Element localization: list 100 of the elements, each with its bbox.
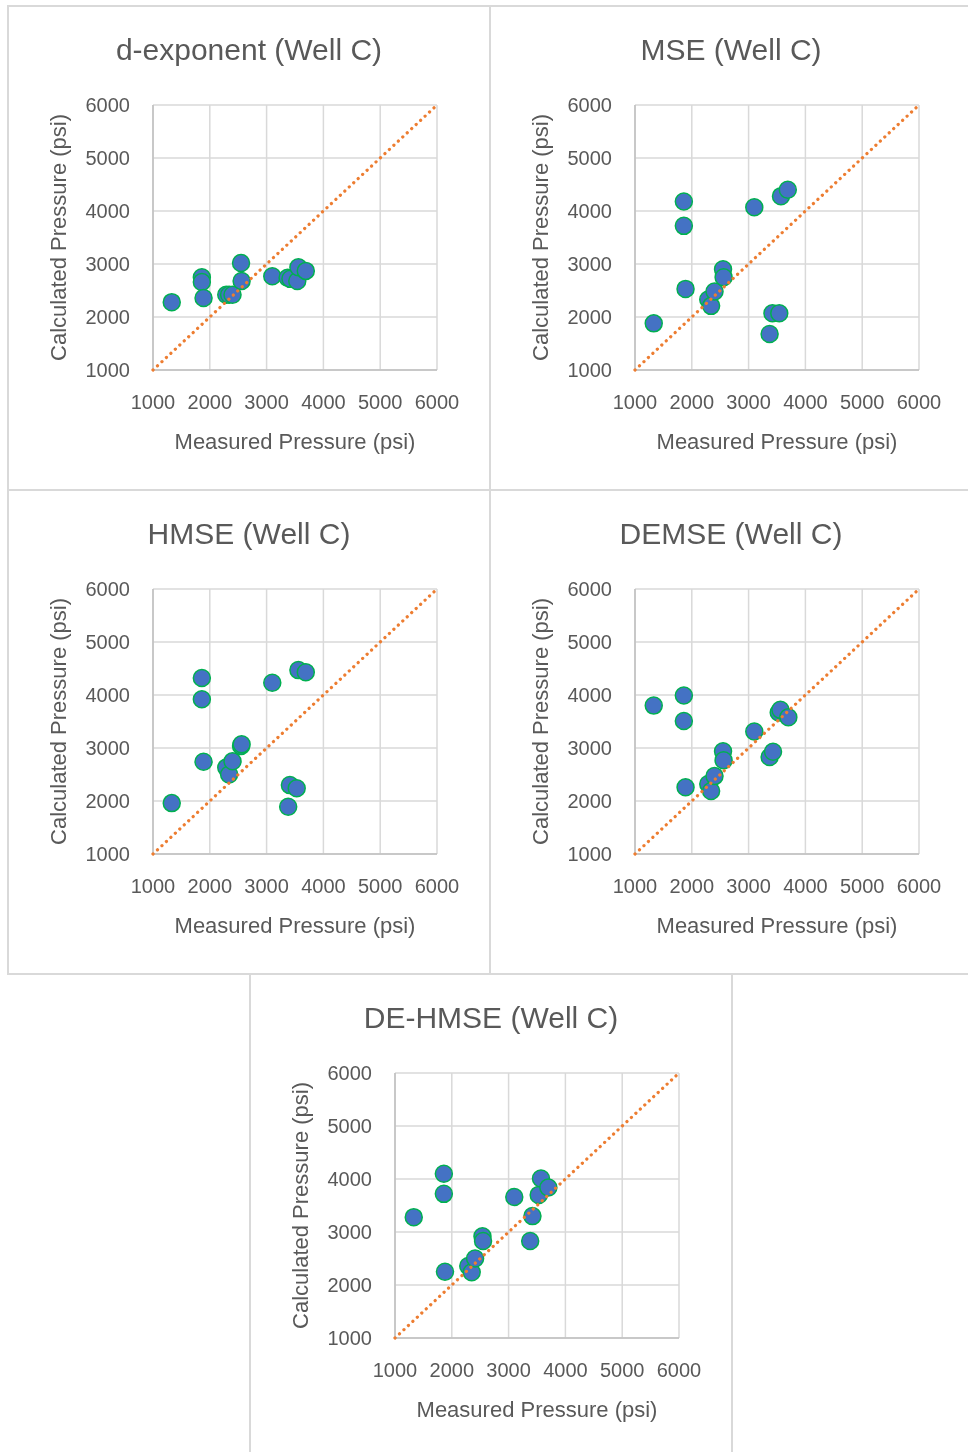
x-axis-title: Measured Pressure (psi): [416, 1397, 658, 1422]
y-axis-title: Calculated Pressure (psi): [288, 1082, 313, 1329]
x-tick-label: 6000: [896, 391, 942, 413]
x-tick-label: 6000: [896, 875, 942, 897]
y-tick-label: 3000: [85, 253, 130, 275]
chart-title: d-exponent (Well C): [115, 33, 383, 66]
x-axis-title: Measured Pressure (psi): [656, 429, 898, 454]
y-tick-label: 1000: [567, 843, 612, 865]
x-tick-label: 3000: [244, 875, 289, 897]
y-tick-label: 3000: [567, 253, 612, 275]
x-axis-title: Measured Pressure (psi): [174, 429, 416, 454]
point: [194, 288, 213, 308]
y-tick-label: 2000: [567, 790, 612, 812]
point: [434, 1164, 454, 1183]
x-tick-label: 4000: [783, 391, 828, 413]
point: [745, 198, 764, 217]
x-tick-label: 3000: [486, 1359, 531, 1381]
y-tick-label: 5000: [85, 147, 130, 169]
point: [287, 779, 306, 798]
x-tick-label: 3000: [726, 391, 771, 413]
y-tick-label: 2000: [85, 306, 130, 328]
point: [674, 192, 694, 211]
y-tick-label: 4000: [327, 1168, 372, 1190]
y-axis-title: Calculated Pressure (psi): [46, 598, 71, 845]
y-tick-label: 6000: [327, 1062, 372, 1084]
x-tick-label: 1000: [130, 391, 176, 413]
y-tick-label: 1000: [567, 359, 612, 381]
point: [644, 696, 663, 715]
point: [778, 180, 798, 200]
point: [223, 752, 242, 771]
x-tick-label: 4000: [301, 391, 346, 413]
y-tick-label: 6000: [85, 578, 130, 600]
point: [760, 324, 779, 344]
point: [162, 793, 181, 813]
x-tick-label: 5000: [839, 391, 885, 413]
x-tick-label: 6000: [414, 875, 460, 897]
x-tick-label: 5000: [599, 1359, 645, 1381]
point: [676, 777, 695, 797]
y-tick-label: 2000: [327, 1274, 372, 1296]
y-tick-label: 3000: [327, 1221, 372, 1243]
y-tick-label: 5000: [567, 147, 612, 169]
point: [505, 1187, 524, 1207]
x-axis-title: Measured Pressure (psi): [174, 913, 416, 938]
point: [520, 1231, 540, 1251]
x-tick-label: 6000: [656, 1359, 702, 1381]
x-tick-label: 4000: [543, 1359, 588, 1381]
point: [435, 1262, 455, 1281]
point: [674, 216, 694, 236]
x-axis-title: Measured Pressure (psi): [656, 913, 898, 938]
x-tick-label: 1000: [612, 875, 658, 897]
point: [162, 292, 181, 312]
x-tick-label: 4000: [301, 875, 346, 897]
point: [745, 722, 764, 741]
point: [263, 673, 282, 693]
x-tick-label: 5000: [357, 875, 403, 897]
y-tick-label: 3000: [85, 737, 130, 759]
point: [278, 797, 298, 817]
y-tick-label: 3000: [567, 737, 612, 759]
y-tick-label: 6000: [567, 578, 612, 600]
x-tick-label: 2000: [669, 391, 715, 413]
point: [263, 266, 282, 286]
y-tick-label: 6000: [85, 94, 130, 116]
point: [770, 304, 789, 323]
x-tick-label: 3000: [244, 391, 289, 413]
y-axis-title: Calculated Pressure (psi): [528, 598, 553, 845]
point: [232, 271, 251, 291]
x-tick-label: 3000: [726, 875, 771, 897]
y-tick-label: 4000: [567, 684, 612, 706]
x-tick-label: 1000: [130, 875, 176, 897]
y-tick-label: 4000: [85, 200, 130, 222]
point: [194, 752, 213, 772]
x-tick-label: 2000: [669, 875, 715, 897]
x-tick-label: 5000: [839, 875, 885, 897]
point: [763, 742, 783, 761]
y-tick-label: 5000: [85, 631, 130, 653]
point: [404, 1207, 423, 1227]
point: [192, 272, 212, 292]
y-tick-label: 1000: [327, 1327, 372, 1349]
x-tick-label: 5000: [357, 391, 403, 413]
point: [523, 1206, 542, 1226]
point: [192, 689, 212, 709]
x-tick-label: 2000: [187, 875, 233, 897]
y-tick-label: 4000: [567, 200, 612, 222]
y-tick-label: 2000: [567, 306, 612, 328]
point: [192, 668, 212, 688]
y-tick-label: 5000: [327, 1115, 372, 1137]
point: [714, 750, 733, 770]
y-axis-title: Calculated Pressure (psi): [46, 114, 71, 361]
chart-title: DEMSE (Well C): [619, 517, 843, 550]
point: [465, 1249, 485, 1268]
x-tick-label: 4000: [783, 875, 828, 897]
x-tick-label: 2000: [429, 1359, 475, 1381]
y-tick-label: 1000: [85, 359, 130, 381]
y-tick-label: 1000: [85, 843, 130, 865]
point: [674, 686, 694, 705]
x-tick-label: 1000: [372, 1359, 418, 1381]
point: [296, 261, 316, 281]
y-axis-title: Calculated Pressure (psi): [528, 114, 553, 361]
point: [676, 279, 695, 299]
point: [539, 1178, 558, 1197]
